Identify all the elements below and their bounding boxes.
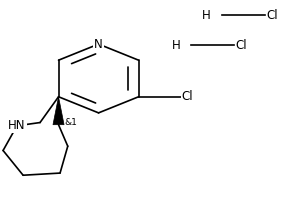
Text: Cl: Cl <box>182 90 193 103</box>
Text: Cl: Cl <box>236 39 247 52</box>
Text: H: H <box>202 9 211 22</box>
Text: HN: HN <box>8 119 26 132</box>
Text: H: H <box>172 39 180 52</box>
Text: N: N <box>94 38 103 51</box>
Polygon shape <box>53 97 64 125</box>
Text: Cl: Cl <box>266 9 278 22</box>
Text: &1: &1 <box>65 118 78 127</box>
